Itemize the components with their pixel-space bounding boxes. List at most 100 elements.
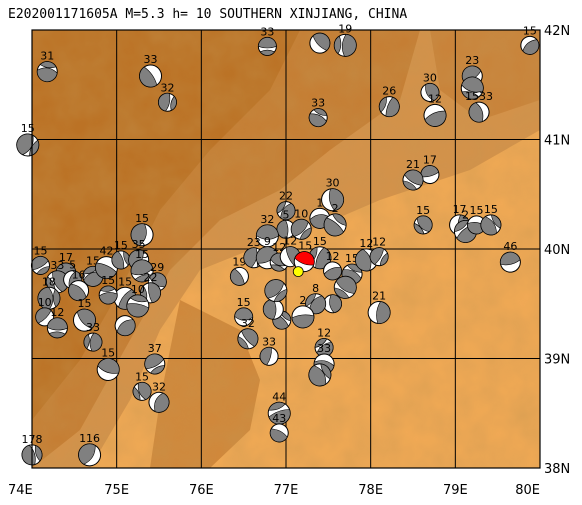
x-tick-label: 74E xyxy=(8,483,33,498)
beachball xyxy=(262,298,284,320)
depth-label: 17 xyxy=(453,203,467,216)
depth-label: 15 xyxy=(523,24,537,37)
beachball xyxy=(126,294,150,318)
map-title: E202001171605A M=5.3 h= 10 SOUTHERN XINJ… xyxy=(8,7,407,22)
beachball xyxy=(309,32,331,54)
x-tick-label: 79E xyxy=(443,483,468,498)
depth-label: 2 xyxy=(462,208,469,221)
beachball xyxy=(144,353,166,375)
beachball xyxy=(78,443,102,467)
beachball xyxy=(468,101,490,123)
depth-label: 15 xyxy=(101,274,115,287)
depth-label: 12 xyxy=(50,306,64,319)
beachball xyxy=(290,218,312,240)
depth-label: 2 xyxy=(299,294,306,307)
beachball xyxy=(46,317,68,339)
depth-label: 5 xyxy=(69,259,76,272)
depth-label: 15 xyxy=(118,275,132,288)
depth-label: 31 xyxy=(40,50,54,63)
depth-label: 10 xyxy=(38,296,52,309)
depth-label: 17 xyxy=(423,154,437,167)
x-tick-label: 75E xyxy=(104,483,129,498)
beachball xyxy=(323,261,343,281)
y-tick-label: 42N xyxy=(544,24,570,39)
depth-label: 15 xyxy=(77,297,91,310)
beachball xyxy=(83,332,103,352)
beachball xyxy=(467,215,486,235)
beachball xyxy=(413,215,433,235)
depth-label: 17 xyxy=(59,251,73,264)
beachball xyxy=(36,61,58,83)
depth-label: 19 xyxy=(338,22,352,35)
beachball xyxy=(321,188,345,212)
depth-label: 10 xyxy=(131,283,145,296)
beachball xyxy=(229,266,249,286)
depth-label: 2 xyxy=(332,202,339,215)
depth-label: 32 xyxy=(260,213,274,226)
depth-label: 33 xyxy=(144,53,158,66)
depth-label: 15 xyxy=(484,203,498,216)
beachball xyxy=(423,103,447,127)
depth-label: 35 xyxy=(132,238,146,251)
beachball xyxy=(333,275,357,299)
x-tick-label: 80E xyxy=(515,483,540,498)
depth-label: 15 xyxy=(313,235,327,248)
beachball xyxy=(255,224,279,248)
depth-label: 15 xyxy=(33,244,47,257)
beachball xyxy=(111,250,131,270)
beachball xyxy=(420,165,440,185)
depth-label: 21 xyxy=(372,290,386,303)
depth-label: 42 xyxy=(100,245,114,258)
axis-tick-labels: 74E 75E 76E 77E 78E 79E 80E 42N 41N 40N 39N 38N xyxy=(8,24,570,498)
depth-label: 33 xyxy=(262,335,276,348)
depth-label: 46 xyxy=(503,240,517,253)
depth-label: 30 xyxy=(423,71,437,84)
depth-label: 26 xyxy=(382,85,396,98)
depth-label: 16 xyxy=(72,269,86,282)
beachball xyxy=(72,308,96,332)
depth-label: 33 xyxy=(86,321,100,334)
depth-label: 22 xyxy=(144,271,158,284)
epicenter-marker xyxy=(292,266,304,278)
depth-label: 12 xyxy=(428,92,442,105)
x-tick-label: 76E xyxy=(189,483,214,498)
depth-label: 10 xyxy=(294,207,308,220)
beachball xyxy=(234,307,254,327)
beachball xyxy=(37,286,61,310)
beachball xyxy=(314,338,334,358)
beachball xyxy=(30,255,50,275)
depth-label: 12 xyxy=(326,250,340,263)
beachball xyxy=(148,391,170,413)
beachball xyxy=(114,315,136,337)
beachball xyxy=(139,64,163,88)
x-tick-label: 78E xyxy=(358,483,383,498)
depth-label: 22 xyxy=(279,190,293,203)
beachball xyxy=(460,76,484,100)
beachball xyxy=(132,381,152,401)
depth-label: 12 xyxy=(359,237,373,250)
beachball xyxy=(378,96,400,118)
depth-label: 15 xyxy=(470,204,484,217)
beachball xyxy=(420,82,440,102)
depth-label: 1 xyxy=(316,196,323,209)
depth-label: 21 xyxy=(406,158,420,171)
beachball xyxy=(269,423,289,443)
y-tick-label: 38N xyxy=(544,462,570,477)
beachball xyxy=(520,35,540,55)
map-frame xyxy=(31,29,541,469)
depth-label: 15 xyxy=(135,212,149,225)
depth-label: 33 xyxy=(317,342,331,355)
depth-label: 9 xyxy=(264,235,271,248)
depth-label: 12 xyxy=(372,236,386,249)
beachball xyxy=(130,259,154,283)
beachball xyxy=(96,357,120,381)
depth-label: 32 xyxy=(160,81,174,94)
beachball xyxy=(276,201,296,221)
depth-label: 33 xyxy=(50,259,64,272)
depth-label: 33 xyxy=(260,25,274,38)
depth-label: 116 xyxy=(79,432,100,445)
depth-label: 8 xyxy=(312,282,319,295)
depth-label: 30 xyxy=(326,177,340,190)
beachball xyxy=(68,280,90,302)
